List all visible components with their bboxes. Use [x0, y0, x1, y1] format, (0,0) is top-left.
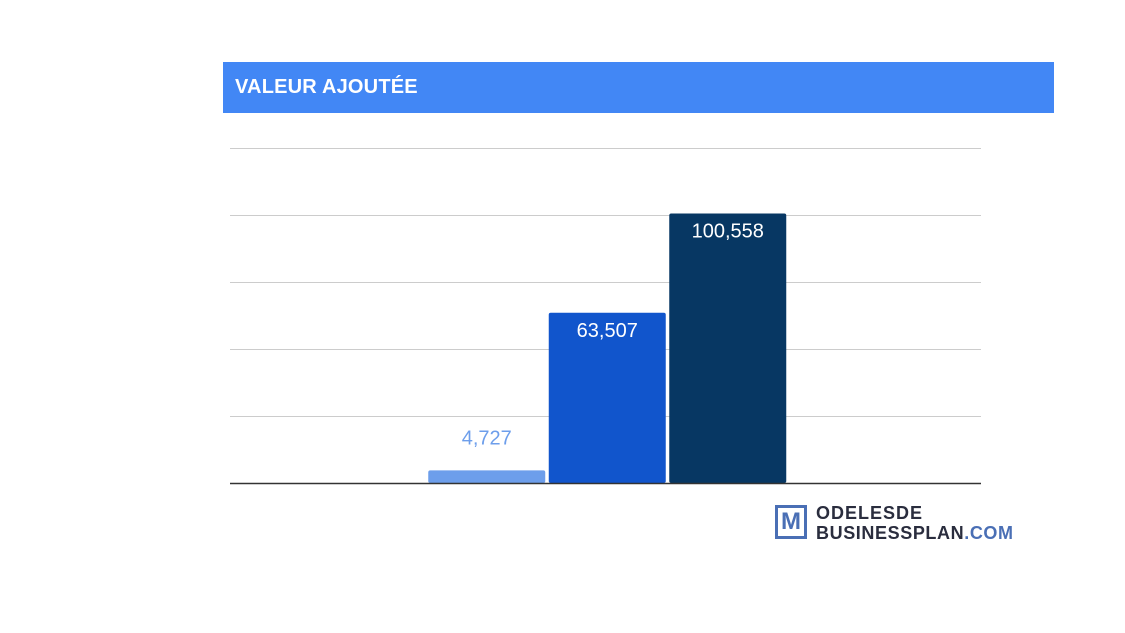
logo-line-2: BUSINESSPLAN.COM — [816, 523, 1014, 544]
data-label: 100,558 — [692, 221, 764, 243]
data-label: 4,727 — [462, 427, 512, 449]
logo-line-1: ODELESDE — [816, 503, 923, 524]
bar — [428, 470, 545, 483]
brand-logo: M ODELESDE BUSINESSPLAN.COM — [775, 503, 1045, 543]
logo-m-icon: M — [775, 505, 807, 539]
data-label: 63,507 — [577, 320, 638, 342]
bar — [669, 214, 786, 483]
logo-line-2-main: BUSINESSPLAN — [816, 523, 964, 543]
logo-line-2-suffix: .COM — [964, 523, 1013, 543]
